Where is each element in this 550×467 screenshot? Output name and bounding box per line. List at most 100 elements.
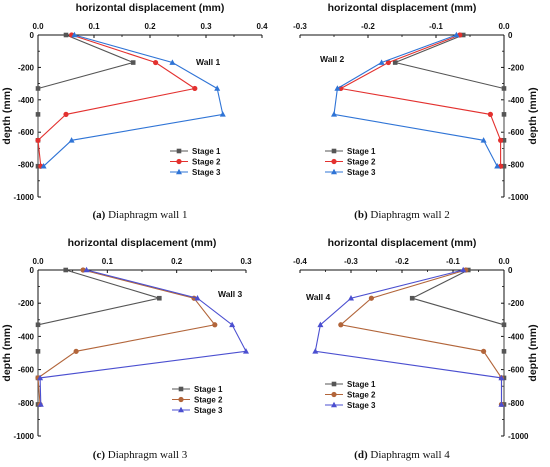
x-tick-label: -0.1 <box>429 22 443 31</box>
caption-text: Diaphragm wall 3 <box>108 449 188 461</box>
legend-label: Stage 2 <box>347 158 376 167</box>
y-tick-label: -1000 <box>14 432 35 441</box>
x-axis-title: horizontal displacement (mm) <box>68 237 217 249</box>
y-tick-label: -400 <box>18 96 35 105</box>
data-point-stage-1 <box>409 295 415 301</box>
x-tick-label: 0.0 <box>498 22 510 31</box>
data-point-stage-3 <box>494 163 501 169</box>
y-tick-label: -800 <box>508 161 525 170</box>
legend-marker <box>331 148 337 154</box>
series-line-2 <box>37 269 216 405</box>
x-tick-label: 0.1 <box>88 22 100 31</box>
x-tick-label: 0.3 <box>200 22 212 31</box>
y-tick-label: 0 <box>30 31 35 40</box>
data-point-stage-3 <box>37 401 44 407</box>
x-tick-label: -0.1 <box>446 257 460 266</box>
data-point-stage-2 <box>481 348 487 354</box>
panel-caption: (c) Diaphragm wall 3 <box>93 449 188 461</box>
data-point-stage-1 <box>501 163 507 169</box>
data-point-stage-1 <box>501 322 507 328</box>
data-point-stage-1 <box>501 86 507 91</box>
data-point-stage-3 <box>83 266 90 273</box>
data-point-stage-2 <box>73 348 79 354</box>
series-line-3 <box>314 269 503 405</box>
data-point-stage-2 <box>63 111 69 117</box>
legend-marker <box>176 158 182 165</box>
y-tick-label: -600 <box>508 128 525 137</box>
data-point-stage-3 <box>460 266 467 273</box>
wall-label: Wall 1 <box>196 57 221 67</box>
wall-label: Wall 3 <box>218 289 243 299</box>
data-point-stage-3 <box>219 111 226 117</box>
legend-marker <box>331 401 337 408</box>
data-point-stage-3 <box>498 401 505 407</box>
caption-text: Diaphragm wall 1 <box>108 209 187 221</box>
legend-label: Stage 1 <box>347 380 376 389</box>
data-point-stage-3 <box>68 137 75 143</box>
wall-label: Wall 4 <box>306 292 331 302</box>
legend-label: Stage 1 <box>192 147 221 156</box>
wall-label: Wall 2 <box>320 54 345 64</box>
caption-text: Diaphragm wall 2 <box>370 209 449 221</box>
data-point-stage-1 <box>35 86 41 91</box>
y-axis-title: depth (mm) <box>527 87 539 144</box>
panel-caption: (a) Diaphragm wall 1 <box>92 209 187 221</box>
data-point-stage-1 <box>157 295 162 301</box>
legend-marker <box>178 386 184 392</box>
legend-label: Stage 2 <box>192 158 221 167</box>
data-point-stage-1 <box>460 32 466 38</box>
series-line-1 <box>37 34 135 167</box>
y-tick-label: -800 <box>508 399 525 408</box>
x-tick-label: 0.0 <box>32 257 44 266</box>
y-tick-label: -600 <box>508 366 525 375</box>
legend-label: Stage 3 <box>192 168 221 177</box>
data-point-stage-1 <box>501 112 507 117</box>
x-tick-label: 0.2 <box>144 22 156 31</box>
data-point-stage-3 <box>312 348 319 354</box>
data-point-stage-2 <box>487 111 493 117</box>
x-tick-label: 0.3 <box>240 257 252 266</box>
data-point-stage-1 <box>501 138 507 143</box>
legend-label: Stage 1 <box>194 385 223 394</box>
caption-letter: (c) <box>93 449 108 461</box>
series-line-1 <box>410 269 505 405</box>
data-point-stage-2 <box>498 137 504 143</box>
data-point-stage-3 <box>169 59 176 65</box>
data-point-stage-3 <box>334 85 341 91</box>
y-tick-label: -200 <box>508 299 525 308</box>
caption-text: Diaphragm wall 4 <box>370 449 450 461</box>
legend-label: Stage 3 <box>194 406 223 415</box>
data-point-stage-1 <box>35 349 41 354</box>
x-tick-label: 0.1 <box>102 257 114 266</box>
data-point-stage-2 <box>385 59 391 66</box>
chart-panel-a: horizontal displacement (mm) 0.0 0.1 0.2 0.3… <box>1 2 268 221</box>
x-tick-label: 0.2 <box>171 257 183 266</box>
y-tick-label: -400 <box>508 96 525 105</box>
y-tick-label: -1000 <box>508 432 529 441</box>
y-tick-label: 0 <box>30 266 35 275</box>
y-tick-label: 0 <box>508 266 513 275</box>
data-point-stage-1 <box>392 60 398 65</box>
y-tick-label: -800 <box>18 161 35 170</box>
data-point-stage-2 <box>212 322 218 328</box>
legend-label: Stage 2 <box>347 391 376 400</box>
y-tick-label: -400 <box>508 332 525 341</box>
x-tick-label: 0.0 <box>498 257 510 266</box>
data-point-stage-3 <box>378 59 385 65</box>
x-axis-title: horizontal displacement (mm) <box>76 2 225 14</box>
data-point-stage-3 <box>331 111 337 117</box>
legend-marker <box>331 381 337 387</box>
x-tick-label: 0.4 <box>256 22 268 31</box>
y-tick-label: -1000 <box>14 193 35 202</box>
data-point-stage-2 <box>153 59 159 66</box>
data-point-stage-2 <box>192 85 198 92</box>
data-point-stage-1 <box>35 163 41 169</box>
caption-letter: (a) <box>92 209 108 221</box>
x-axis-title: horizontal displacement (mm) <box>328 237 477 249</box>
caption-letter: (d) <box>354 449 370 461</box>
legend-marker <box>176 168 182 175</box>
panel-caption: (d) Diaphragm wall 4 <box>354 449 450 461</box>
y-tick-label: -200 <box>18 299 35 308</box>
